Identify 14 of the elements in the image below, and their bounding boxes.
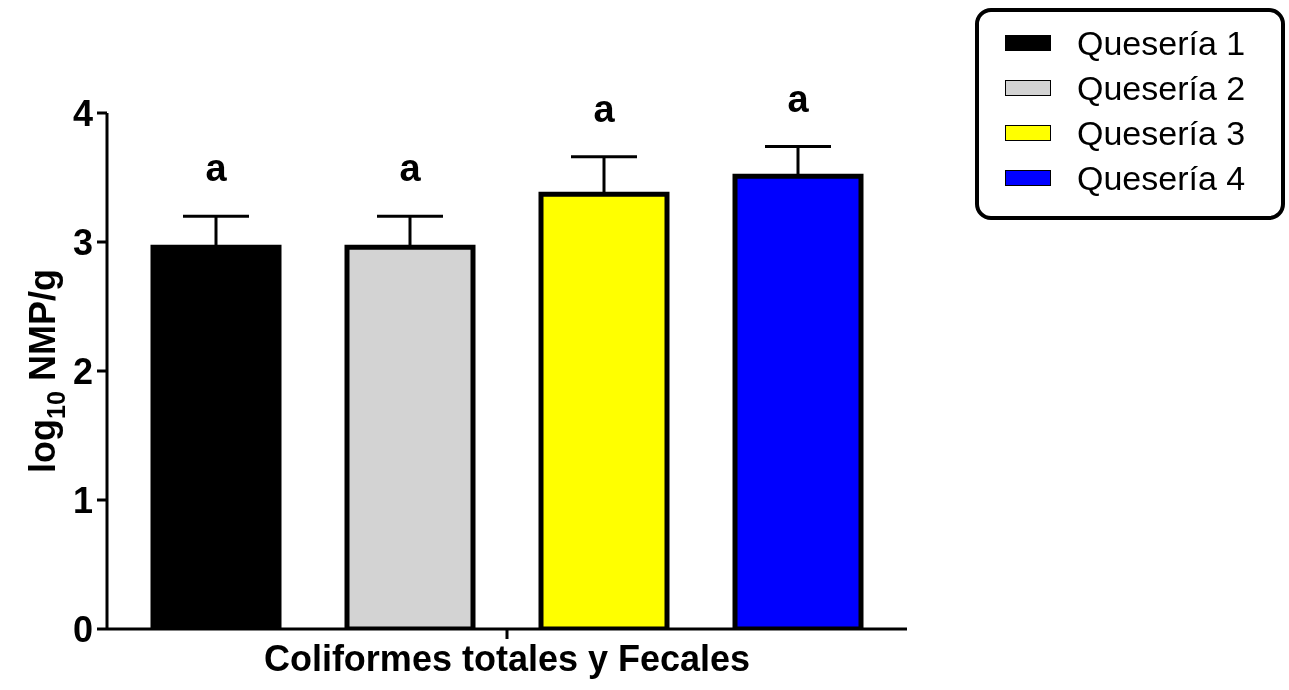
data-label: a (787, 77, 810, 120)
data-label: a (205, 147, 228, 190)
data-label: a (399, 147, 422, 190)
x-tick-label: Coliformes totales y Fecales (263, 637, 751, 679)
y-tick-label: 3 (72, 221, 93, 263)
legend-label: Quesería 4 (1077, 158, 1246, 197)
y-tick-label: 0 (72, 608, 93, 650)
y-tick-label: 2 (72, 350, 93, 392)
data-label: a (593, 87, 616, 130)
legend-label: Quesería 1 (1077, 23, 1246, 62)
y-tick-label: 1 (72, 479, 93, 521)
legend-label: Quesería 3 (1077, 113, 1246, 152)
y-tick-label: 4 (72, 92, 93, 134)
legend-label: Quesería 2 (1077, 68, 1246, 107)
